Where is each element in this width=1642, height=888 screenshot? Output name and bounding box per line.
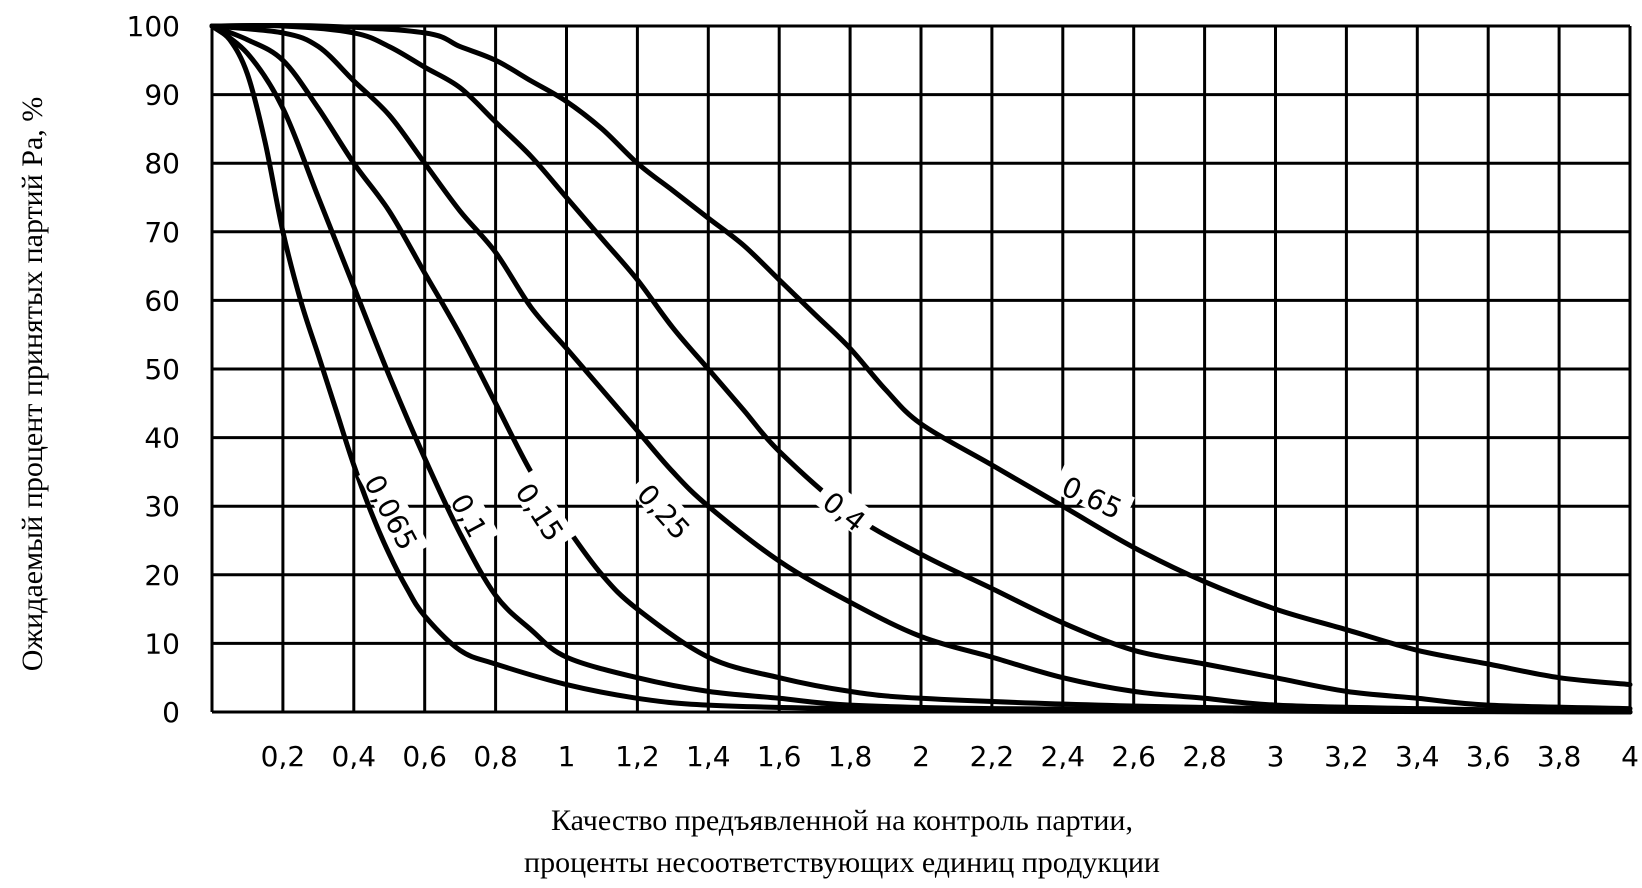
x-tick-label: 2,2: [970, 740, 1015, 773]
y-tick-label: 60: [144, 284, 180, 317]
curve-1: [209, 23, 1633, 715]
x-tick-label: 1,4: [686, 740, 731, 773]
x-tick-label: 3,8: [1537, 740, 1582, 773]
x-tick-label: 1,8: [828, 740, 873, 773]
curve-label-bg: [628, 470, 704, 549]
chart-grid: [210, 24, 1632, 714]
y-tick-label: 90: [144, 79, 180, 112]
curve-3: [209, 23, 1633, 715]
x-tick-label: 2,4: [1041, 740, 1086, 773]
y-tick-labels: 0 10 20 30 40 50 60 70 80 90 100: [127, 10, 180, 729]
curve-label-bg: [1051, 464, 1135, 525]
curve-label-bg: [358, 461, 430, 560]
y-tick-label: 80: [144, 147, 180, 180]
curve-5: [209, 23, 1633, 688]
x-tick-label: 0,6: [402, 740, 447, 773]
curve-4: [209, 23, 1633, 712]
x-tick-label: 3,2: [1324, 740, 1369, 773]
x-tick-label: 1: [558, 740, 576, 773]
y-tick-label: 100: [127, 10, 180, 43]
x-tick-label: 2,6: [1111, 740, 1156, 773]
x-tick-label: 2,8: [1182, 740, 1227, 773]
y-tick-label: 30: [144, 490, 180, 523]
curve-label-group: 0,065 0,1 0,15 0,25 0,4 0,65: [357, 461, 1135, 560]
curve-label-3: 0,25: [628, 470, 704, 549]
x-tick-label: 3: [1267, 740, 1285, 773]
x-axis-label-line-2: проценты несоответствующих единиц продук…: [524, 846, 1160, 879]
x-tick-label: 1,2: [615, 740, 660, 773]
x-tick-label: 3,4: [1395, 740, 1440, 773]
y-tick-label: 70: [144, 216, 180, 249]
y-axis-label: Ожидаемый процент принятых партий Pa, %: [16, 97, 49, 672]
curve-label-text: 0,065: [357, 469, 424, 555]
curve-label-bg: [444, 480, 500, 549]
x-tick-labels: 0,2 0,4 0,6 0,8 1 1,2 1,4 1,6 1,8 2 2,2 2,4 2,6 2,8 3 3…: [261, 740, 1639, 773]
x-tick-label: 2: [912, 740, 930, 773]
y-tick-label: 0: [162, 696, 180, 729]
x-tick-label: 0,2: [261, 740, 306, 773]
curve-group: [209, 23, 1633, 715]
x-tick-label: 1,6: [757, 740, 802, 773]
x-axis-label-line-1: Качество предъявленной на контроль парти…: [551, 804, 1133, 837]
x-tick-label: 3,6: [1466, 740, 1511, 773]
y-tick-label: 50: [144, 353, 180, 386]
x-tick-label: 0,4: [332, 740, 377, 773]
curve-label-bg: [812, 478, 880, 540]
y-tick-label: 10: [144, 627, 180, 660]
curve-2: [209, 23, 1633, 715]
y-tick-label: 20: [144, 559, 180, 592]
curve-label-0: 0,065: [357, 461, 430, 560]
curve-label-bg: [508, 469, 577, 552]
x-tick-label: 0,8: [473, 740, 518, 773]
x-tick-label: 4: [1621, 740, 1639, 773]
y-tick-label: 40: [144, 422, 180, 455]
